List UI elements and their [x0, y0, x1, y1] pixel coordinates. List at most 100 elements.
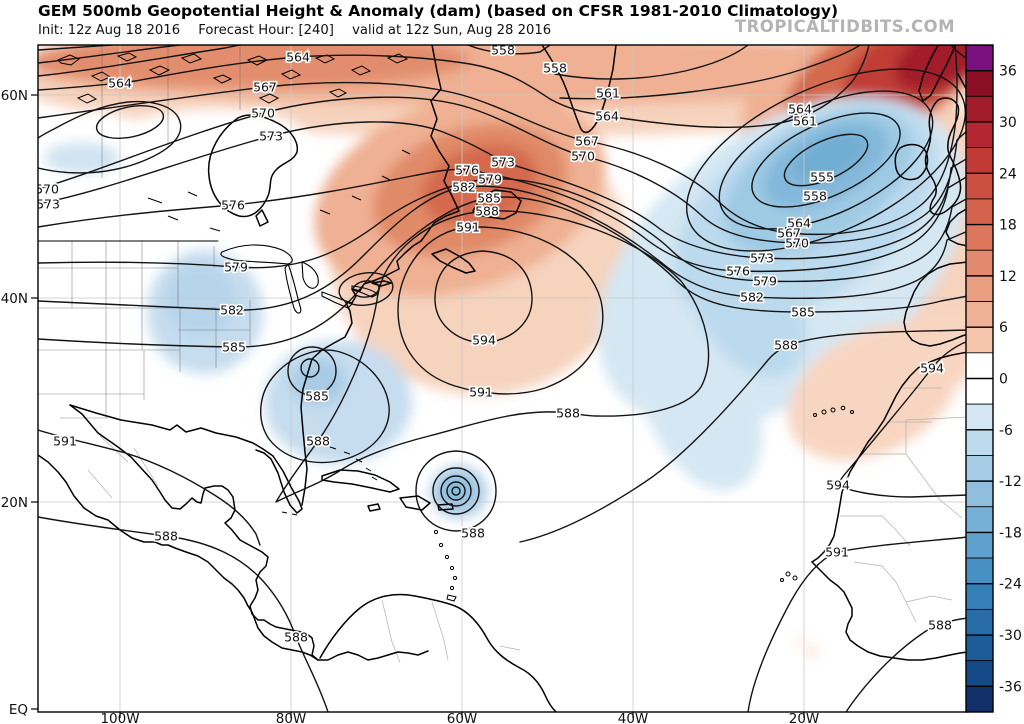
contour-label-576: 576	[455, 163, 479, 178]
run-info: Init: 12z Aug 18 2016 Forecast Hour: [24…	[38, 23, 565, 38]
contour-label-558: 558	[803, 189, 827, 204]
y-tick-label-EQ: EQ	[9, 702, 28, 718]
colorbar-cell	[965, 634, 994, 662]
colorbar-cell	[965, 121, 994, 149]
x-tick-label-100W: 100W	[100, 711, 139, 724]
x-tick-label-60W: 60W	[447, 711, 478, 724]
colorbar-cell	[965, 70, 994, 97]
contour-label-582: 582	[740, 290, 764, 305]
colorbar-cell	[965, 172, 994, 200]
colorbar-tick-label: 6	[999, 320, 1008, 336]
contour-label-585: 585	[305, 389, 329, 404]
contour-label-588: 588	[461, 526, 485, 541]
contour-label-582: 582	[452, 180, 476, 195]
latitude-axis: 60N 40N 20N EQ	[1, 88, 38, 718]
colorbar-frame	[965, 44, 994, 713]
colorbar-cell	[965, 506, 994, 533]
y-tick-label-20N: 20N	[1, 495, 28, 511]
valid-time: valid at 12z Sun, Aug 28 2016	[352, 23, 552, 38]
great-lakes	[220, 244, 380, 314]
colorbar-tick-label: -6	[999, 423, 1013, 439]
contour-label-558: 558	[491, 43, 515, 58]
contour-label-570: 570	[35, 182, 59, 197]
colorbar-cell	[965, 275, 994, 302]
contour-label-576: 576	[726, 264, 750, 279]
contour-label-585: 585	[222, 340, 246, 355]
colorbar-cell	[965, 455, 994, 482]
colorbar-tick-label: -24	[999, 577, 1022, 593]
contour-label-591: 591	[825, 545, 849, 560]
colorbar-cell	[965, 378, 994, 405]
contour-label-588: 588	[284, 630, 308, 645]
contour-label-564: 564	[788, 102, 812, 117]
colorbar-cell	[965, 660, 994, 687]
colorbar-tick-label: 12	[999, 269, 1017, 285]
contour-label-573: 573	[491, 155, 515, 170]
colorbar-tick-label: -36	[999, 679, 1022, 695]
contour-label-564: 564	[787, 216, 811, 231]
colorbar-cell	[965, 44, 994, 72]
colorbar-cell	[965, 480, 994, 508]
colorbar-tick-label: 24	[999, 166, 1017, 182]
contour-label-564: 564	[595, 109, 619, 124]
init-time: Init: 12z Aug 18 2016	[38, 23, 181, 38]
colorbar-cell	[965, 224, 994, 251]
contour-label-594: 594	[826, 478, 850, 493]
contour-label-555: 555	[810, 170, 834, 185]
contour-label-579: 579	[478, 172, 502, 187]
colorbar-cell	[965, 557, 994, 585]
contour-label-591: 591	[53, 434, 77, 449]
x-tick-label-20W: 20W	[789, 711, 820, 724]
colorbar-cell	[965, 326, 994, 354]
coastlines	[38, 45, 968, 712]
x-tick-label-80W: 80W	[276, 711, 307, 724]
contour-label-588: 588	[154, 529, 178, 544]
contour-label-591: 591	[456, 220, 480, 235]
colorbar-cell	[965, 147, 994, 174]
contour-label-576: 576	[221, 198, 245, 213]
contour-label-567: 567	[575, 134, 599, 149]
colorbar-cell	[965, 95, 994, 123]
colorbar-tick-label: 18	[999, 218, 1017, 234]
contour-label-588: 588	[928, 618, 952, 633]
colorbar-tick-label: -18	[999, 525, 1022, 541]
contour-label-573: 573	[36, 197, 60, 212]
contour-label-567: 567	[253, 80, 277, 95]
contour-label-585: 585	[477, 191, 501, 206]
contour-label-570: 570	[571, 149, 595, 164]
contour-label-588: 588	[774, 338, 798, 353]
y-tick-label-40N: 40N	[1, 291, 28, 307]
colorbar-tick-label: 36	[999, 64, 1017, 80]
contour-label-561: 561	[596, 86, 620, 101]
colorbar-cell	[965, 249, 994, 277]
watermark-logo: TROPICALTIDBITS.COM	[734, 17, 955, 36]
contour-label-588: 588	[306, 434, 330, 449]
colorbar-tick-label: 30	[999, 115, 1017, 131]
colorbar-cell	[965, 532, 994, 559]
contour-label-594: 594	[920, 361, 944, 376]
colorbar-cell	[965, 583, 994, 610]
contour-label-567: 567	[777, 226, 801, 241]
height-contours	[38, 45, 968, 712]
colorbar-cell	[965, 352, 994, 379]
contour-label-573: 573	[259, 129, 283, 144]
contour-label-564: 564	[286, 50, 310, 65]
contour-label-570: 570	[251, 106, 275, 121]
colorbar-cell	[965, 608, 994, 636]
contour-label-564: 564	[108, 76, 132, 91]
forecast-hour: Forecast Hour: [240]	[198, 23, 334, 38]
x-tick-label-40W: 40W	[618, 711, 649, 724]
contour-label-573: 573	[750, 251, 774, 266]
colorbar-cell	[965, 301, 994, 328]
colorbar-tick-label: 0	[999, 372, 1008, 388]
contour-label-591: 591	[469, 385, 493, 400]
contour-label-582: 582	[220, 303, 244, 318]
colorbar-tick-label: -12	[999, 474, 1022, 490]
contour-label-558: 558	[543, 61, 567, 76]
colorbar-cell	[965, 429, 994, 456]
country-borders	[87, 387, 968, 663]
contour-label-588: 588	[556, 406, 580, 421]
